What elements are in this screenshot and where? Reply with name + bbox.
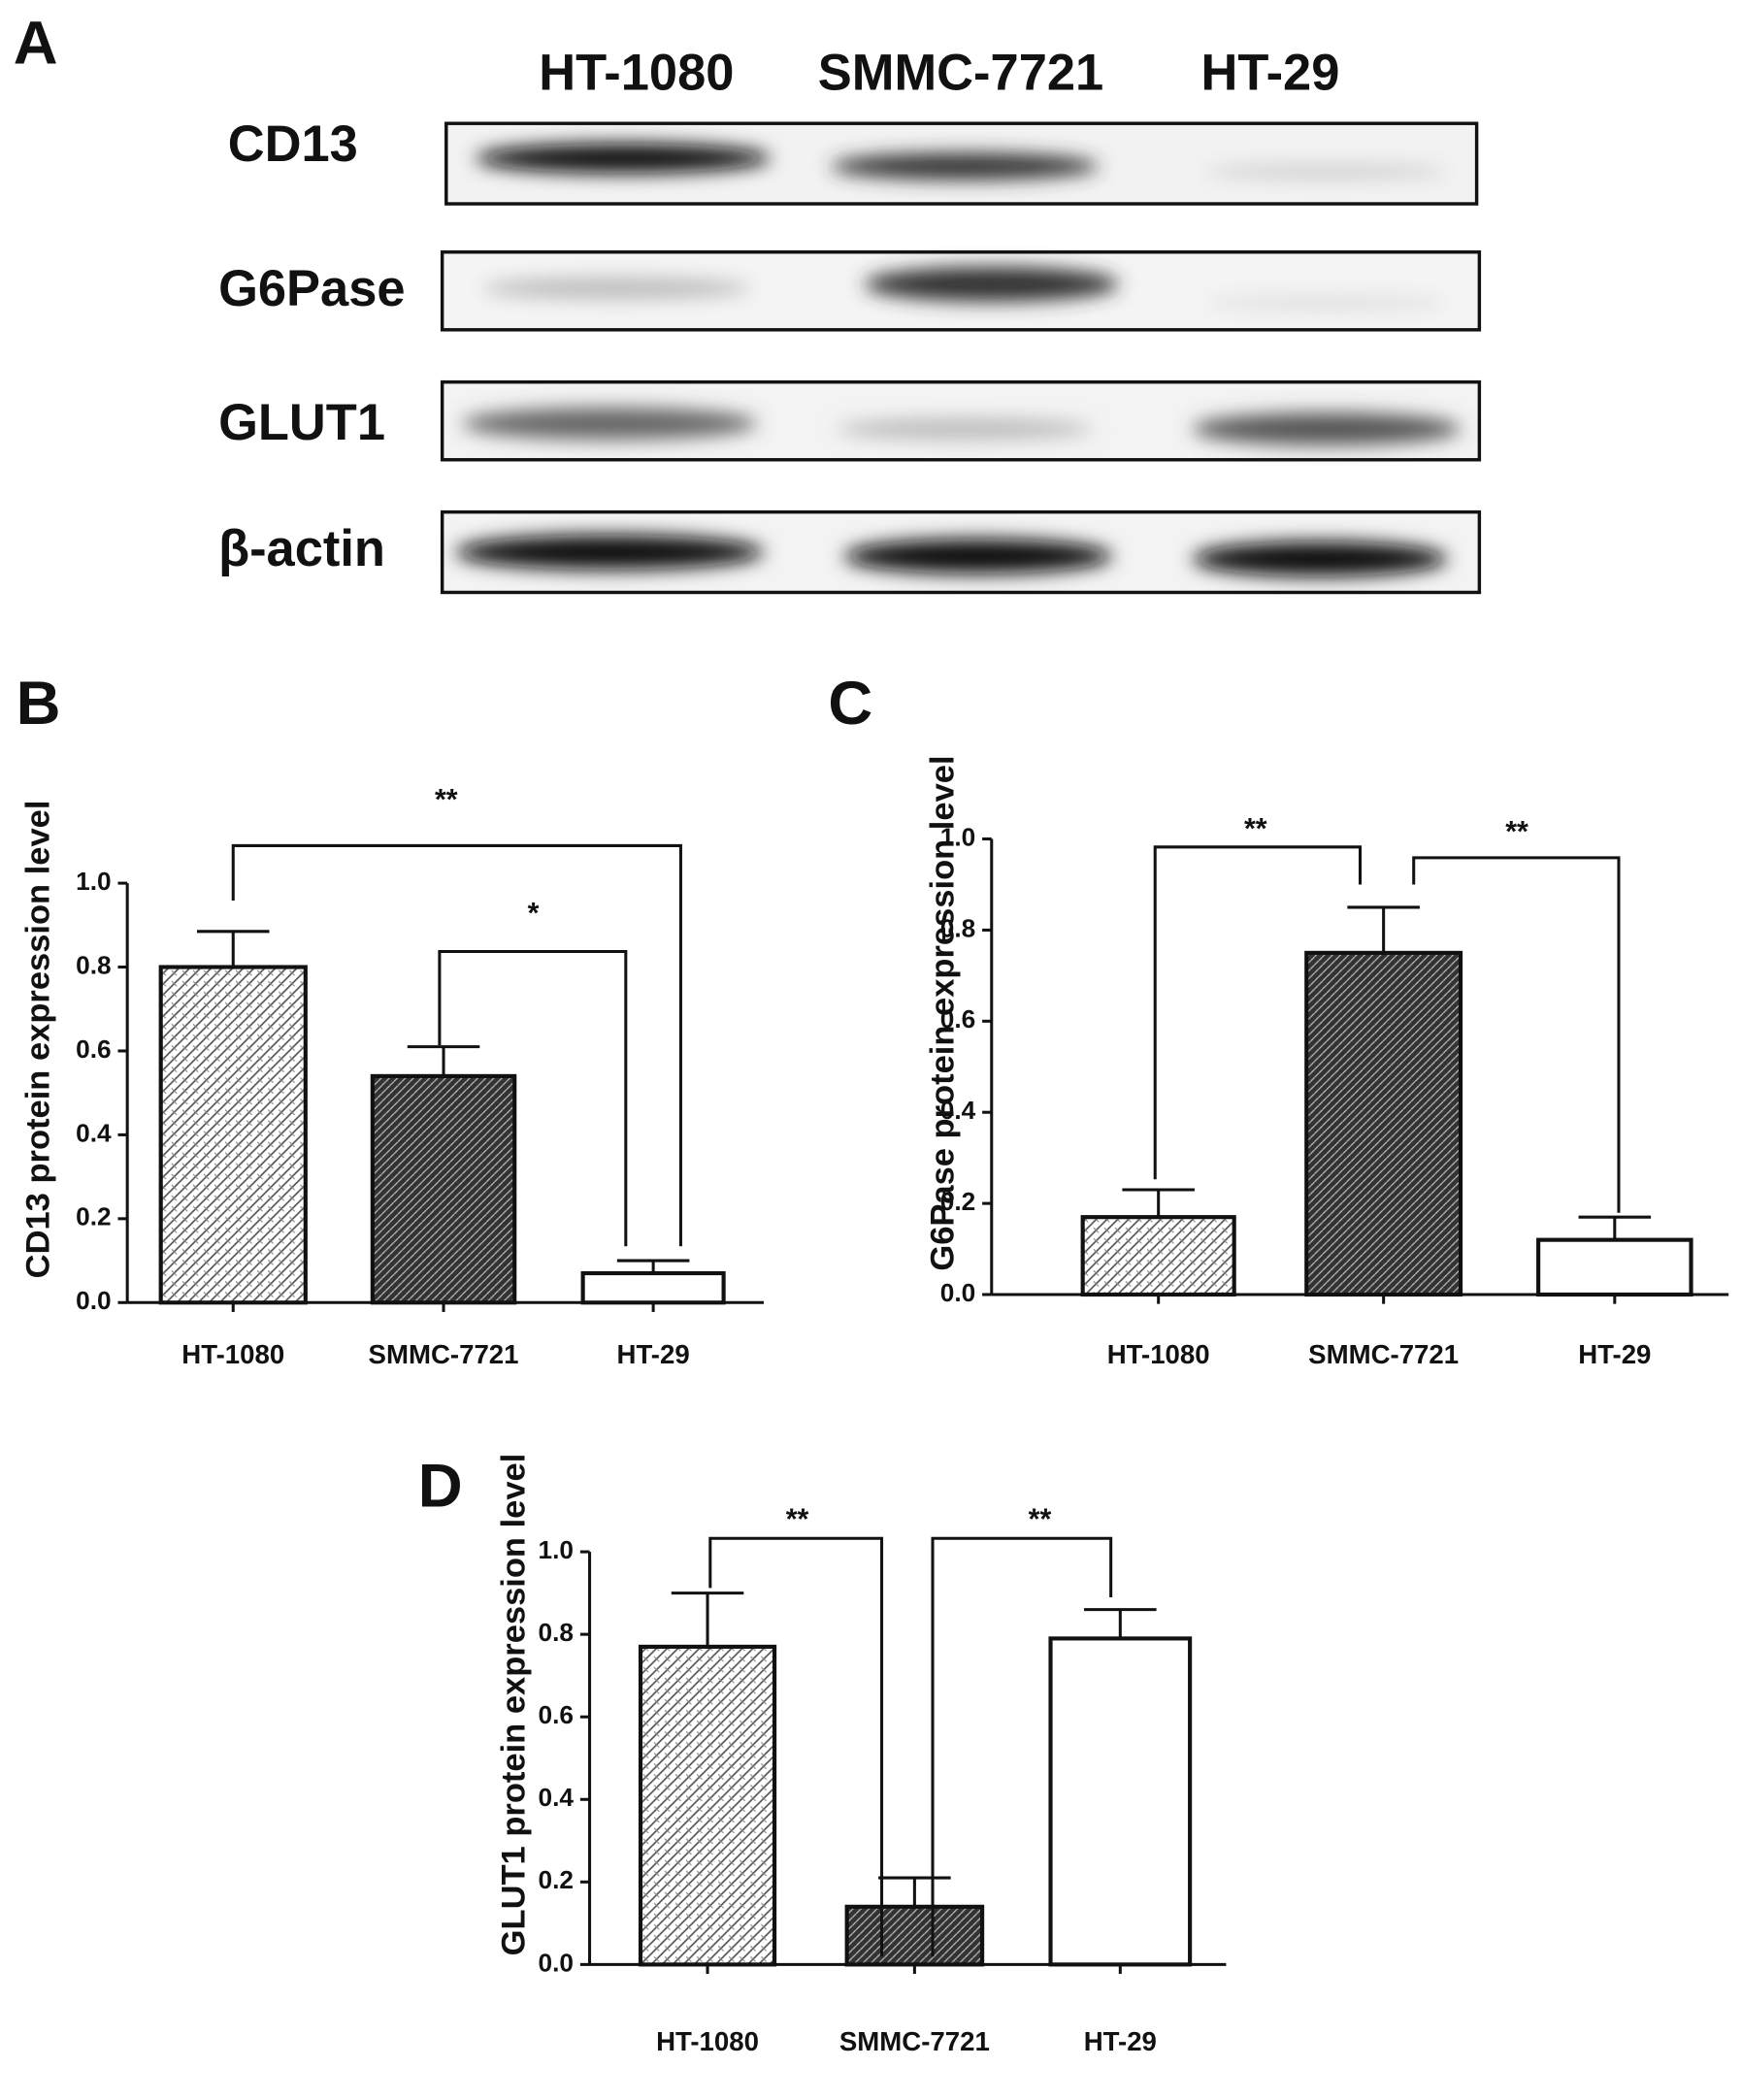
- significance-bracket: [231, 843, 682, 1247]
- y-tick-label: 0.2: [539, 1865, 574, 1894]
- significance-bracket: [1412, 856, 1621, 1213]
- x-tick-label: HT-29: [1578, 1339, 1651, 1369]
- panel-label: B: [16, 670, 61, 738]
- y-tick-label: 0.6: [940, 1004, 975, 1034]
- bar: [1080, 1215, 1236, 1297]
- x-tick-label: SMMC-7721: [1308, 1339, 1459, 1369]
- y-tick-label: 0.0: [76, 1286, 111, 1315]
- y-tick-label: 0.2: [76, 1202, 111, 1231]
- blot-actin: [440, 509, 1482, 595]
- y-tick-label: 0.4: [76, 1118, 112, 1147]
- significance-label: **: [1505, 816, 1528, 848]
- lane-label: HT-29: [1201, 46, 1340, 102]
- y-axis-label: CD13 protein expression level: [20, 801, 57, 1279]
- y-tick-label: 1.0: [76, 867, 111, 896]
- y-tick-label: 0.4: [940, 1096, 976, 1125]
- y-tick-label: 0.6: [539, 1700, 574, 1729]
- protein-label: β-actin: [218, 521, 385, 577]
- x-tick-label: HT-1080: [656, 2026, 759, 2056]
- protein-label: CD13: [228, 116, 358, 173]
- y-tick-label: 1.0: [940, 822, 975, 851]
- panel-label: A: [14, 9, 58, 77]
- x-tick-label: HT-1080: [181, 1339, 284, 1369]
- bar: [370, 1073, 517, 1305]
- significance-bracket: [438, 949, 628, 1247]
- y-tick-label: 0.8: [539, 1618, 574, 1647]
- x-tick-label: HT-1080: [1107, 1339, 1210, 1369]
- protein-label: GLUT1: [218, 395, 385, 451]
- bar: [1304, 950, 1463, 1297]
- bar: [1536, 1237, 1693, 1297]
- significance-label: **: [1244, 813, 1267, 845]
- y-tick-label: 1.0: [539, 1535, 574, 1564]
- blot-cd13: [444, 121, 1479, 206]
- x-tick-label: HT-29: [1084, 2026, 1157, 2056]
- significance-label: **: [1029, 1503, 1052, 1535]
- x-tick-label: SMMC-7721: [369, 1339, 519, 1369]
- significance-bracket: [931, 1536, 1113, 1957]
- y-tick-label: 0.0: [539, 1948, 574, 1977]
- blot-glut1: [440, 379, 1482, 462]
- bar: [638, 1644, 777, 1967]
- panel-label: C: [828, 670, 872, 738]
- y-axis-label: G6Pase protein expression level: [925, 755, 962, 1270]
- x-tick-label: SMMC-7721: [839, 2026, 990, 2056]
- significance-label: **: [435, 784, 458, 816]
- panel-label: D: [418, 1452, 463, 1520]
- y-tick-label: 0.8: [940, 913, 975, 942]
- protein-label: G6Pase: [218, 261, 405, 317]
- blot-g6pase: [440, 250, 1482, 332]
- y-tick-label: 0.6: [76, 1034, 111, 1064]
- y-tick-label: 0.0: [940, 1278, 975, 1307]
- y-tick-label: 0.4: [539, 1783, 575, 1812]
- y-tick-label: 0.8: [76, 950, 111, 979]
- x-tick-label: HT-29: [617, 1339, 690, 1369]
- y-axis-label: GLUT1 protein expression level: [496, 1454, 533, 1956]
- lane-label: HT-1080: [539, 46, 734, 102]
- lane-label: SMMC-7721: [818, 46, 1103, 102]
- significance-bracket: [1153, 845, 1362, 1180]
- significance-bracket: [708, 1536, 884, 1957]
- y-tick-label: 0.2: [940, 1187, 975, 1216]
- significance-label: **: [786, 1503, 809, 1535]
- significance-label: *: [528, 898, 540, 930]
- bar: [580, 1270, 726, 1305]
- bar: [158, 965, 308, 1305]
- bar: [844, 1904, 985, 1967]
- bar: [1048, 1636, 1193, 1967]
